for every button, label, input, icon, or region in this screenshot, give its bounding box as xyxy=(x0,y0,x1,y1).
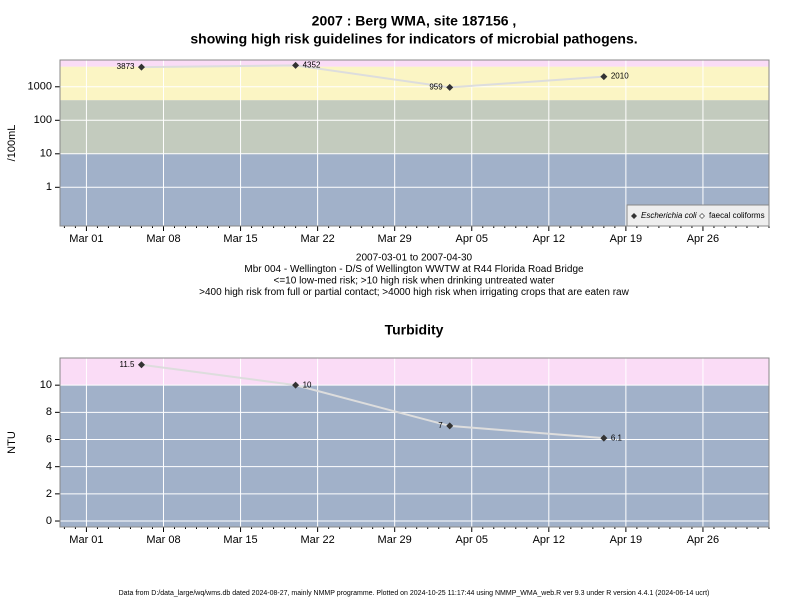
legend-label: Escherichia coli xyxy=(641,211,697,220)
x-tick-label: Apr 05 xyxy=(456,534,488,546)
x-tick-label: Mar 08 xyxy=(146,233,180,245)
y-tick-label: 4 xyxy=(46,461,52,473)
x-tick-label: Mar 08 xyxy=(146,534,180,546)
y-axis-label: NTU xyxy=(6,431,18,454)
legend-label: faecal coliforms xyxy=(709,211,765,220)
data-point xyxy=(137,63,145,71)
data-point xyxy=(292,381,300,389)
footer: Data from D:/data_large/wq/wms.db dated … xyxy=(119,590,710,597)
x-tick-label: Apr 05 xyxy=(456,233,488,245)
legend-marker xyxy=(699,213,705,219)
y-tick-label: 0 xyxy=(46,515,52,527)
data-label: 3873 xyxy=(117,62,135,71)
series-line xyxy=(141,363,604,440)
y-tick-label: 1 xyxy=(46,181,52,193)
x-tick-label: Mar 22 xyxy=(300,534,334,546)
risk-band xyxy=(60,100,769,154)
caption: >400 high risk from full or partial cont… xyxy=(199,287,629,298)
y-tick-label: 100 xyxy=(34,114,52,126)
caption: Mbr 004 - Wellington - D/S of Wellington… xyxy=(244,264,584,275)
x-tick-label: Apr 26 xyxy=(687,534,719,546)
y-tick-label: 8 xyxy=(46,406,52,418)
data-point xyxy=(446,422,454,430)
data-point xyxy=(600,73,608,81)
x-tick-label: Mar 29 xyxy=(378,233,412,245)
x-tick-label: Apr 12 xyxy=(533,233,565,245)
plot-frame xyxy=(59,59,770,227)
risk-band xyxy=(60,385,769,527)
caption: <=10 low-med risk; >10 high risk when dr… xyxy=(274,276,556,287)
data-point xyxy=(600,434,608,442)
x-tick-label: Mar 01 xyxy=(69,233,103,245)
data-label: 959 xyxy=(429,83,443,92)
data-label: 4352 xyxy=(303,60,321,69)
x-tick-label: Mar 29 xyxy=(378,534,412,546)
x-tick-label: Apr 12 xyxy=(533,534,565,546)
chart-title: 2007 : Berg WMA, site 187156 , xyxy=(312,13,517,29)
data-point xyxy=(292,61,300,69)
y-tick-label: 1000 xyxy=(28,81,52,93)
x-tick-label: Mar 15 xyxy=(223,534,257,546)
risk-band xyxy=(60,60,769,67)
data-label: 10 xyxy=(303,380,312,389)
data-point xyxy=(137,361,145,369)
risk-band xyxy=(60,358,769,386)
y-tick-label: 2 xyxy=(46,488,52,500)
plot-frame xyxy=(59,357,770,528)
x-tick-label: Mar 15 xyxy=(223,233,257,245)
y-tick-label: 6 xyxy=(46,433,52,445)
x-tick-label: Apr 19 xyxy=(610,534,642,546)
y-axis-label: /100mL xyxy=(6,125,18,162)
y-tick-label: 10 xyxy=(40,148,52,160)
legend-marker xyxy=(631,213,637,219)
data-point xyxy=(446,83,454,91)
caption: 2007-03-01 to 2007-04-30 xyxy=(356,253,473,264)
chart-title: Turbidity xyxy=(385,322,444,338)
data-label: 6.1 xyxy=(611,433,623,442)
x-tick-label: Mar 01 xyxy=(69,534,103,546)
chart-title: showing high risk guidelines for indicat… xyxy=(190,31,637,47)
y-tick-label: 10 xyxy=(40,379,52,391)
x-tick-label: Mar 22 xyxy=(300,233,334,245)
series-line xyxy=(141,64,604,89)
x-tick-label: Apr 26 xyxy=(687,233,719,245)
legend-box xyxy=(626,204,770,227)
data-label: 7 xyxy=(438,421,443,430)
x-tick-label: Apr 19 xyxy=(610,233,642,245)
data-label: 2010 xyxy=(611,72,629,81)
data-label: 11.5 xyxy=(119,360,135,369)
